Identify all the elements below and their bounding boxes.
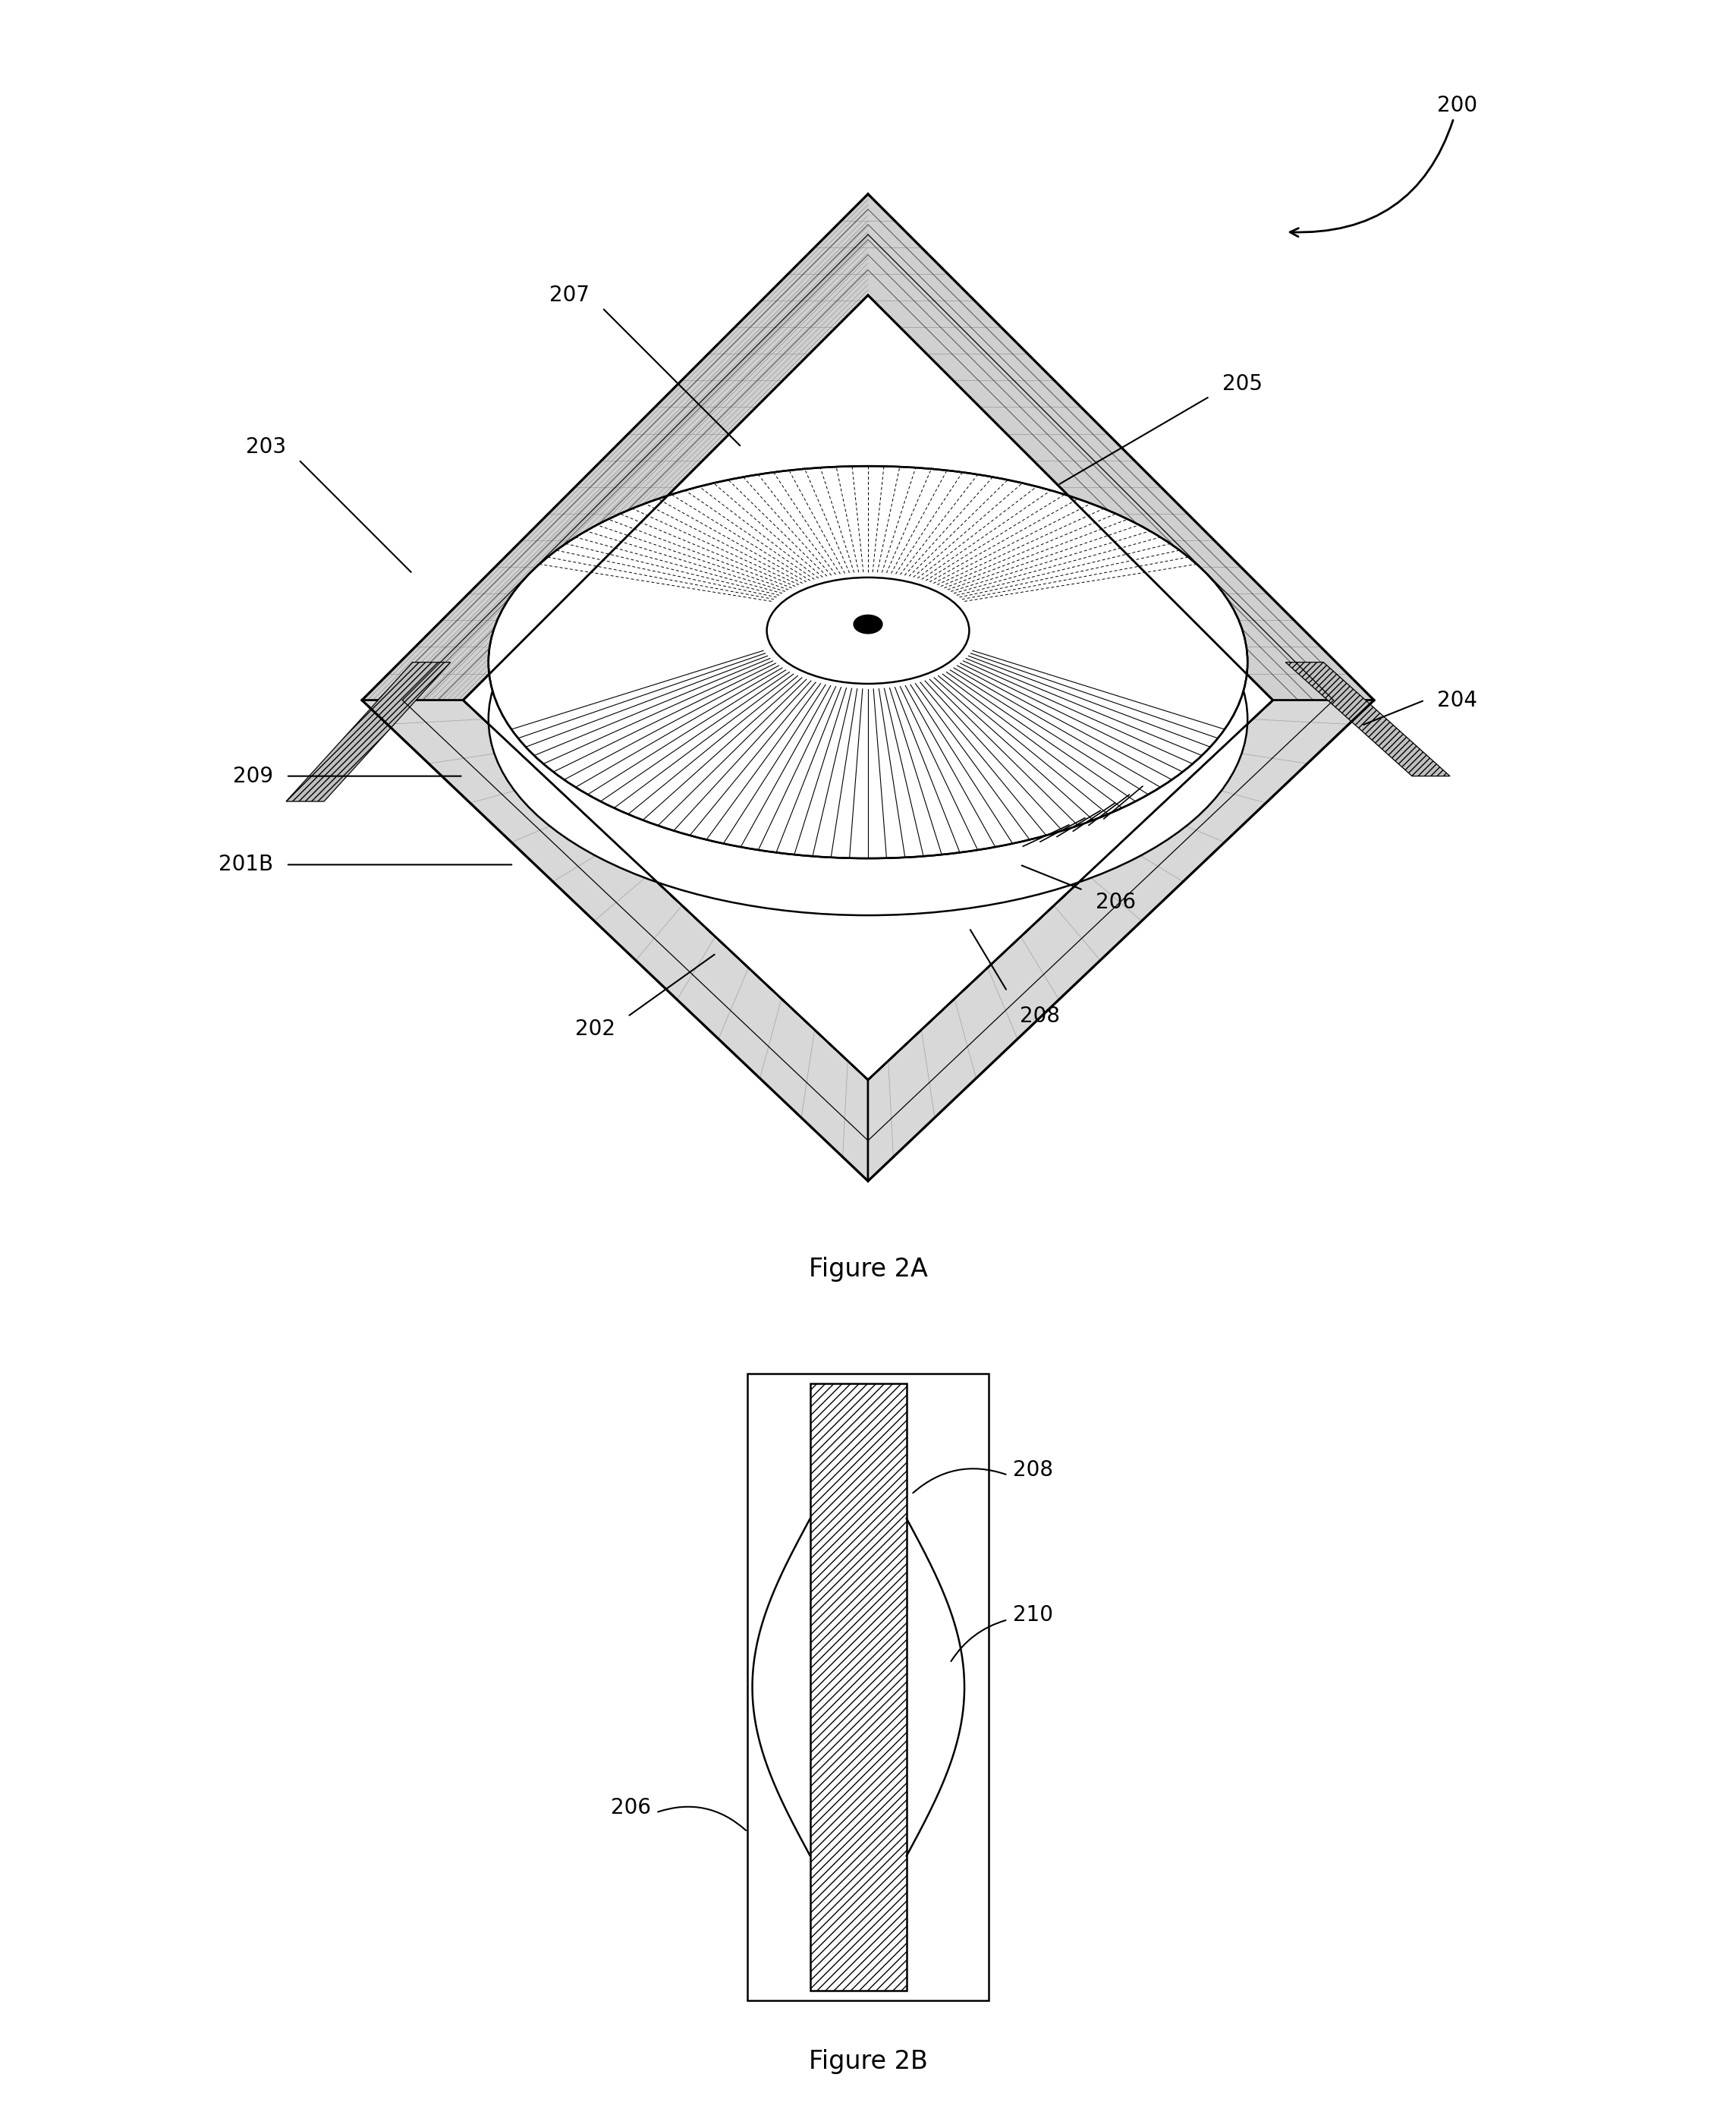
Text: 205: 205 — [1222, 373, 1262, 394]
Polygon shape — [464, 295, 1272, 1080]
Ellipse shape — [488, 523, 1248, 915]
Text: 204: 204 — [1437, 690, 1477, 711]
Text: Figure 2A: Figure 2A — [809, 1257, 927, 1282]
Polygon shape — [811, 1384, 906, 1991]
Text: 206: 206 — [1095, 892, 1135, 913]
Text: Figure 2B: Figure 2B — [809, 2048, 927, 2073]
Polygon shape — [464, 700, 1272, 1080]
Polygon shape — [286, 662, 451, 801]
Text: 210: 210 — [1012, 1605, 1052, 1626]
Text: 207: 207 — [550, 285, 590, 306]
Text: 202: 202 — [575, 1019, 615, 1040]
Text: 208: 208 — [1012, 1459, 1052, 1481]
Ellipse shape — [488, 466, 1248, 858]
Text: 206: 206 — [611, 1797, 651, 1818]
Text: 209: 209 — [233, 766, 273, 787]
Text: 201B: 201B — [219, 854, 273, 875]
Polygon shape — [748, 1373, 988, 2001]
Polygon shape — [868, 700, 1375, 1181]
Ellipse shape — [854, 616, 882, 633]
Polygon shape — [361, 700, 868, 1181]
Text: 200: 200 — [1290, 95, 1477, 236]
Polygon shape — [361, 194, 1375, 700]
Polygon shape — [1285, 662, 1450, 776]
Ellipse shape — [767, 578, 969, 683]
Polygon shape — [464, 295, 1272, 1080]
Text: 203: 203 — [247, 437, 286, 458]
Text: 208: 208 — [1019, 1006, 1061, 1027]
